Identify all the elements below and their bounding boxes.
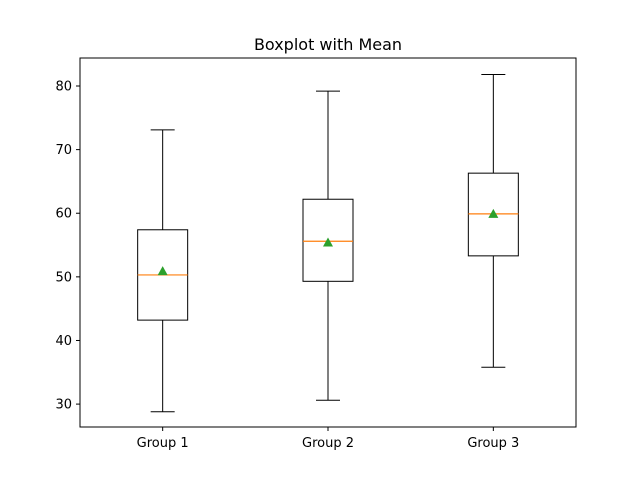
y-tick-label: 40 bbox=[55, 334, 72, 349]
x-tick-label: Group 2 bbox=[302, 436, 354, 451]
mean-marker bbox=[157, 266, 168, 276]
y-tick-label: 70 bbox=[55, 143, 72, 158]
y-tick-label: 30 bbox=[55, 398, 72, 413]
x-tick-label: Group 3 bbox=[467, 436, 519, 451]
y-tick-label: 80 bbox=[55, 79, 72, 94]
mean-marker bbox=[323, 237, 333, 247]
plot-area: 30 40 50 60 70 80 Group 1 Group 2 Group 3 bbox=[55, 74, 519, 451]
y-tick-label: 50 bbox=[55, 270, 72, 285]
box-iqr bbox=[302, 198, 354, 282]
y-tick-label: 60 bbox=[55, 207, 72, 222]
mean-marker bbox=[488, 208, 499, 218]
chart-title: Boxplot with Mean bbox=[254, 35, 402, 54]
axes-frame bbox=[79, 57, 577, 428]
box-iqr bbox=[467, 172, 519, 257]
x-tick-label: Group 1 bbox=[137, 436, 189, 451]
